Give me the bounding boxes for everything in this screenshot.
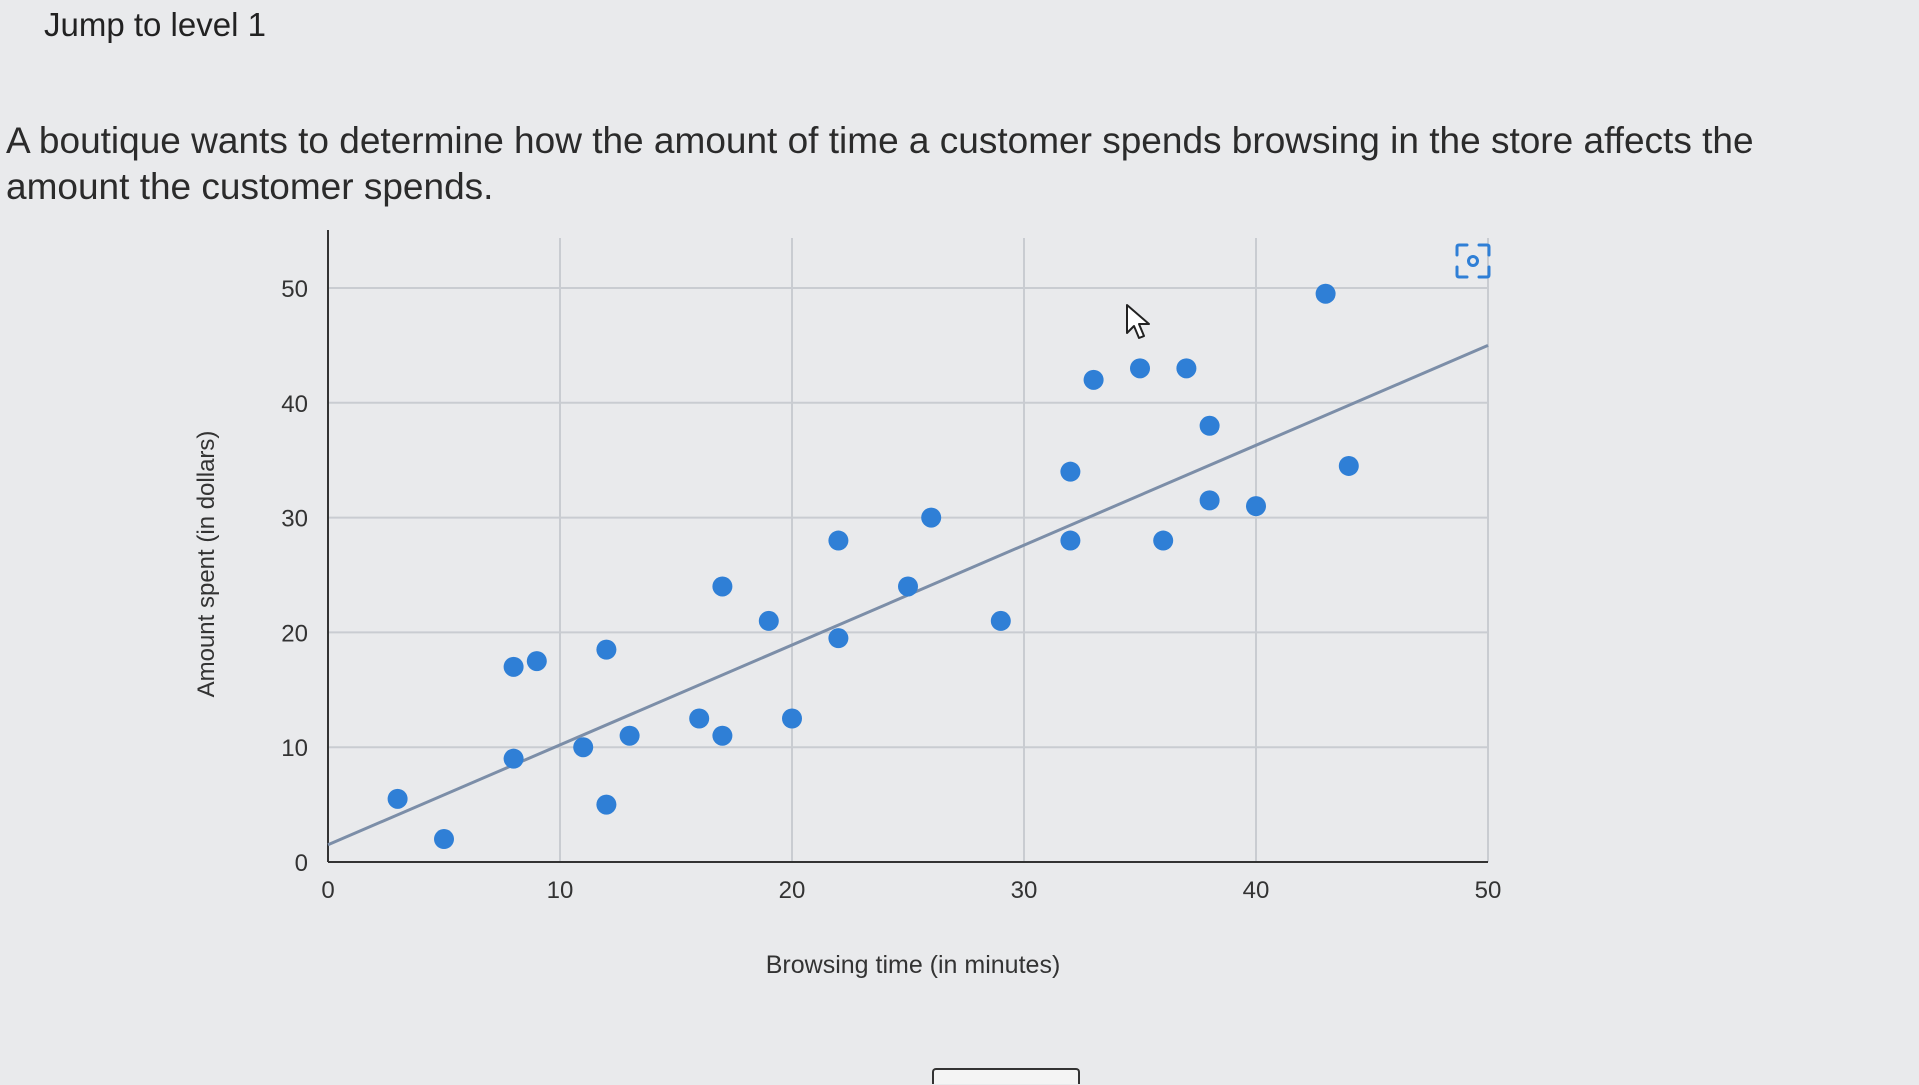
data-point xyxy=(1153,530,1174,551)
data-point xyxy=(596,794,617,815)
data-point xyxy=(619,725,640,746)
x-tick-label: 30 xyxy=(1011,877,1038,904)
data-point xyxy=(828,530,849,551)
data-point xyxy=(1060,530,1081,551)
labels-layer: Browsing time (in minutes) Amount spent … xyxy=(193,276,1501,979)
data-point xyxy=(387,788,408,809)
data-point xyxy=(921,507,942,528)
y-tick-label: 40 xyxy=(281,391,308,418)
y-axis-label: Amount spent (in dollars) xyxy=(193,431,220,698)
y-tick-label: 30 xyxy=(281,506,308,533)
data-point xyxy=(1338,455,1359,476)
expand-chart-icon[interactable] xyxy=(1455,243,1491,279)
data-point xyxy=(596,639,617,660)
data-point xyxy=(503,656,524,677)
axes-layer xyxy=(327,230,1488,863)
data-point xyxy=(1246,496,1266,517)
data-point xyxy=(1315,283,1336,304)
grid-layer xyxy=(328,238,1489,862)
data-point xyxy=(689,708,710,729)
data-point xyxy=(712,576,733,597)
y-tick-label: 20 xyxy=(281,620,308,647)
y-tick-label: 50 xyxy=(281,276,308,303)
mouse-cursor-icon xyxy=(1126,304,1150,339)
data-point xyxy=(573,737,594,758)
bottom-button[interactable] xyxy=(932,1068,1080,1084)
data-point xyxy=(503,748,524,769)
points-layer xyxy=(387,283,1359,850)
x-tick-label: 50 xyxy=(1475,877,1502,904)
x-tick-label: 40 xyxy=(1243,877,1270,904)
data-point xyxy=(1176,358,1197,379)
data-point xyxy=(1199,490,1220,511)
data-point xyxy=(782,708,802,729)
x-tick-label: 10 xyxy=(547,877,574,904)
x-axis-label: Browsing time (in minutes) xyxy=(766,951,1061,979)
data-point xyxy=(758,610,779,631)
data-point xyxy=(1060,461,1081,482)
x-tick-label: 20 xyxy=(779,877,806,904)
y-tick-label: 0 xyxy=(295,850,308,877)
data-point xyxy=(898,576,918,597)
data-point xyxy=(1199,415,1220,436)
jump-to-level-link[interactable]: Jump to level 1 xyxy=(44,6,266,43)
question-text: A boutique wants to determine how the am… xyxy=(6,120,1754,207)
data-point xyxy=(434,829,454,850)
y-tick-label: 10 xyxy=(281,735,308,762)
data-point xyxy=(1083,369,1104,390)
data-point xyxy=(526,651,547,672)
data-point xyxy=(1130,358,1150,379)
data-point xyxy=(828,628,849,649)
data-point xyxy=(712,725,733,746)
x-tick-label: 0 xyxy=(321,877,334,904)
data-point xyxy=(990,610,1011,631)
